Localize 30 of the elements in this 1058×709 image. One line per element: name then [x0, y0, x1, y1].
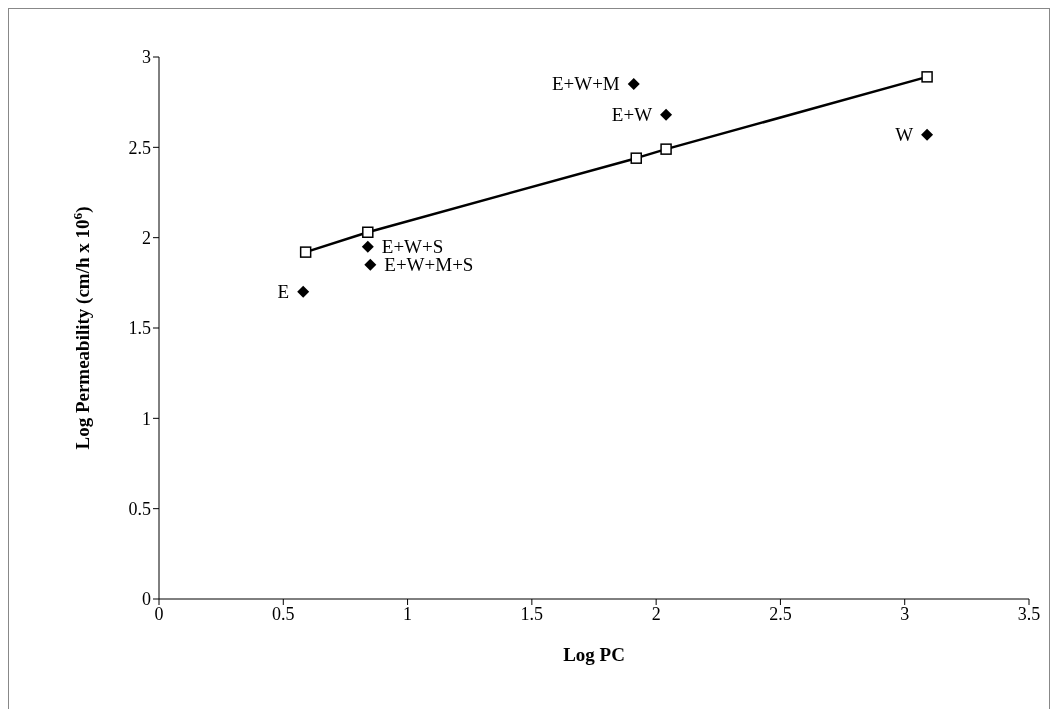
- y-tick-label: 1.5: [128, 318, 151, 339]
- y-tick-label: 2: [142, 228, 151, 249]
- point: [627, 78, 640, 91]
- annotation: W: [895, 123, 914, 145]
- annotation: E+W: [611, 103, 653, 125]
- y-tick-label: 1: [142, 408, 151, 429]
- x-tick-label: 1: [403, 603, 413, 624]
- x-tick-label: 0.5: [272, 603, 295, 624]
- y-tick-label: 0.5: [128, 499, 151, 520]
- point: [364, 258, 377, 271]
- y-tick-label: 2.5: [128, 137, 151, 158]
- x-tick-label: 2.5: [769, 603, 792, 624]
- point: [660, 108, 673, 121]
- point: [362, 226, 374, 238]
- point: [630, 152, 643, 164]
- point: [921, 71, 933, 83]
- x-tick-label: 2: [651, 603, 661, 624]
- point: [297, 285, 310, 298]
- point: [361, 240, 374, 253]
- y-tick-label: 3: [142, 47, 151, 68]
- x-tick-label: 1.5: [520, 603, 544, 624]
- point: [660, 143, 672, 155]
- annotation: E: [277, 280, 290, 302]
- point: [921, 128, 934, 141]
- y-tick-label: 0: [142, 589, 151, 610]
- annotation: E+W+M: [551, 73, 620, 95]
- x-axis-title: Log PC: [563, 644, 625, 665]
- x-tick-label: 3: [900, 603, 910, 624]
- x-tick-label: 3.5: [1017, 603, 1041, 624]
- point: [299, 246, 312, 258]
